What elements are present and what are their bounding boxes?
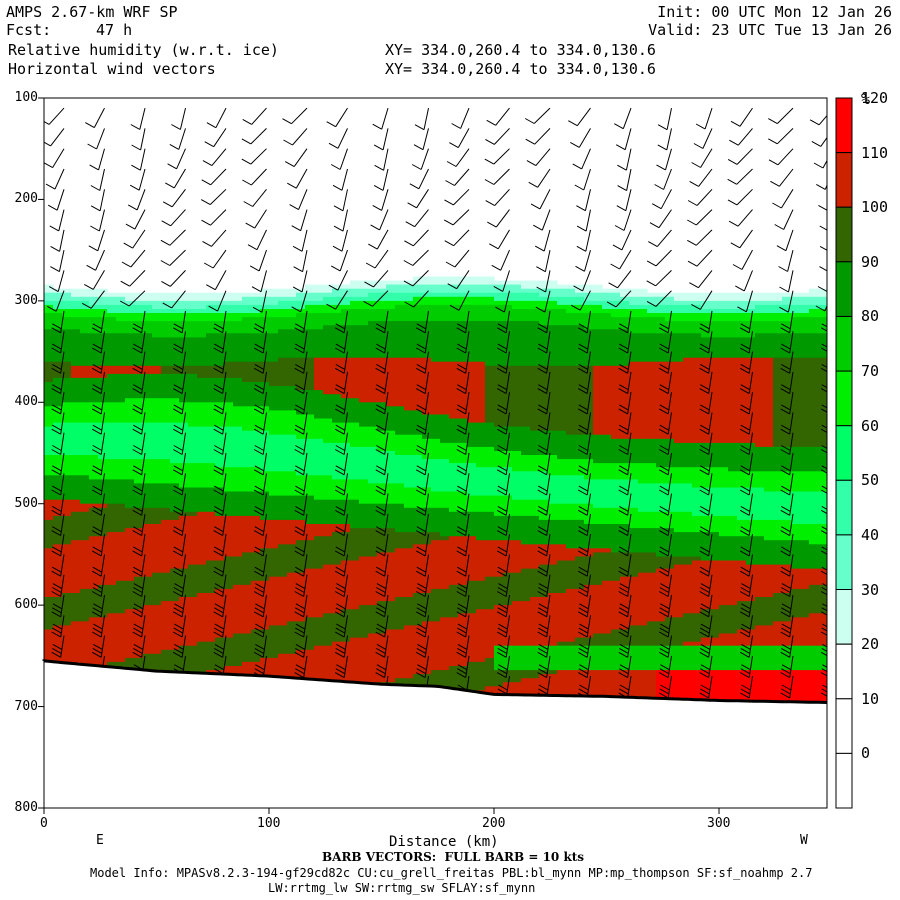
- colorbar-swatch: [835, 425, 853, 481]
- colorbar-label: 0: [861, 744, 871, 763]
- y-tick-label: 500: [14, 495, 38, 511]
- colorbar-swatch: [835, 316, 853, 372]
- colorbar-label: 110: [861, 143, 889, 162]
- colorbar-label: 100: [861, 198, 889, 217]
- y-tick-label: 600: [14, 597, 38, 613]
- valid-time: Valid: 23 UTC Tue 13 Jan 26: [648, 21, 892, 39]
- xy-line-1: XY= 334.0,260.4 to 334.0,130.6: [385, 41, 656, 59]
- colorbar-swatch: [835, 698, 853, 754]
- colorbar-swatch: [835, 97, 853, 154]
- colorbar-label: 120: [861, 89, 889, 107]
- x-tick-label: 300: [707, 816, 731, 831]
- plot-frame: [43, 97, 828, 809]
- init-time: Init: 00 UTC Mon 12 Jan 26: [657, 3, 892, 21]
- model-info-2: LW:rrtmg_lw SW:rrtmg_sw SFLAY:sf_mynn: [268, 881, 536, 895]
- colorbar-swatch: [835, 479, 853, 536]
- colorbar-swatch: [835, 643, 853, 700]
- colorbar-swatch: [835, 370, 853, 427]
- wind-barbs: [44, 107, 827, 717]
- colorbar-unit: %: [861, 90, 871, 108]
- colorbar-label: 10: [861, 689, 880, 708]
- y-tick-label: 200: [14, 191, 38, 207]
- y-tick-label: 100: [14, 90, 38, 105]
- colorbar-label: 90: [861, 252, 880, 271]
- barb-note: BARB VECTORS: FULL BARB = 10 kts: [322, 850, 585, 864]
- colorbar-label: 50: [861, 471, 880, 490]
- x-tick-label: 200: [482, 816, 506, 831]
- colorbar-swatch: [835, 589, 853, 645]
- colorbar-swatch: [835, 752, 853, 809]
- colorbar-swatch: [835, 261, 853, 317]
- xy-line-2: XY= 334.0,260.4 to 334.0,130.6: [385, 60, 656, 78]
- end-label-west: W: [800, 833, 808, 848]
- y-tick-label: 800: [14, 800, 38, 815]
- field-title-rh: Relative humidity (w.r.t. ice): [8, 41, 279, 59]
- terrain-surface: [42, 659, 828, 704]
- model-title: AMPS 2.67-km WRF SP: [6, 3, 178, 21]
- colorbar-swatch: [835, 206, 853, 263]
- x-tick-label: 100: [257, 816, 281, 831]
- colorbar-swatch: [835, 152, 853, 208]
- colorbar-swatch: [835, 534, 853, 591]
- colorbar-label: 30: [861, 580, 880, 599]
- fcst-value: 47 h: [96, 21, 133, 39]
- x-axis-title: Distance (km): [389, 834, 499, 850]
- y-tick-label: 700: [14, 698, 38, 714]
- y-tick-label: 400: [14, 394, 38, 410]
- field-title-wind: Horizontal wind vectors: [8, 60, 216, 78]
- end-label-east: E: [96, 833, 104, 848]
- y-tick-label: 300: [14, 292, 38, 308]
- colorbar-label: 40: [861, 525, 880, 544]
- rh-fill: [44, 276, 827, 704]
- colorbar-label: 70: [861, 362, 880, 381]
- model-info: Model Info: MPASv8.2.3-194-gf29cd82c CU:…: [90, 866, 813, 880]
- colorbar-label: 20: [861, 635, 880, 654]
- colorbar-label: 80: [861, 307, 880, 326]
- colorbar-label: 60: [861, 416, 880, 435]
- fcst-label: Fcst:: [6, 21, 52, 39]
- x-tick-label: 0: [40, 816, 48, 831]
